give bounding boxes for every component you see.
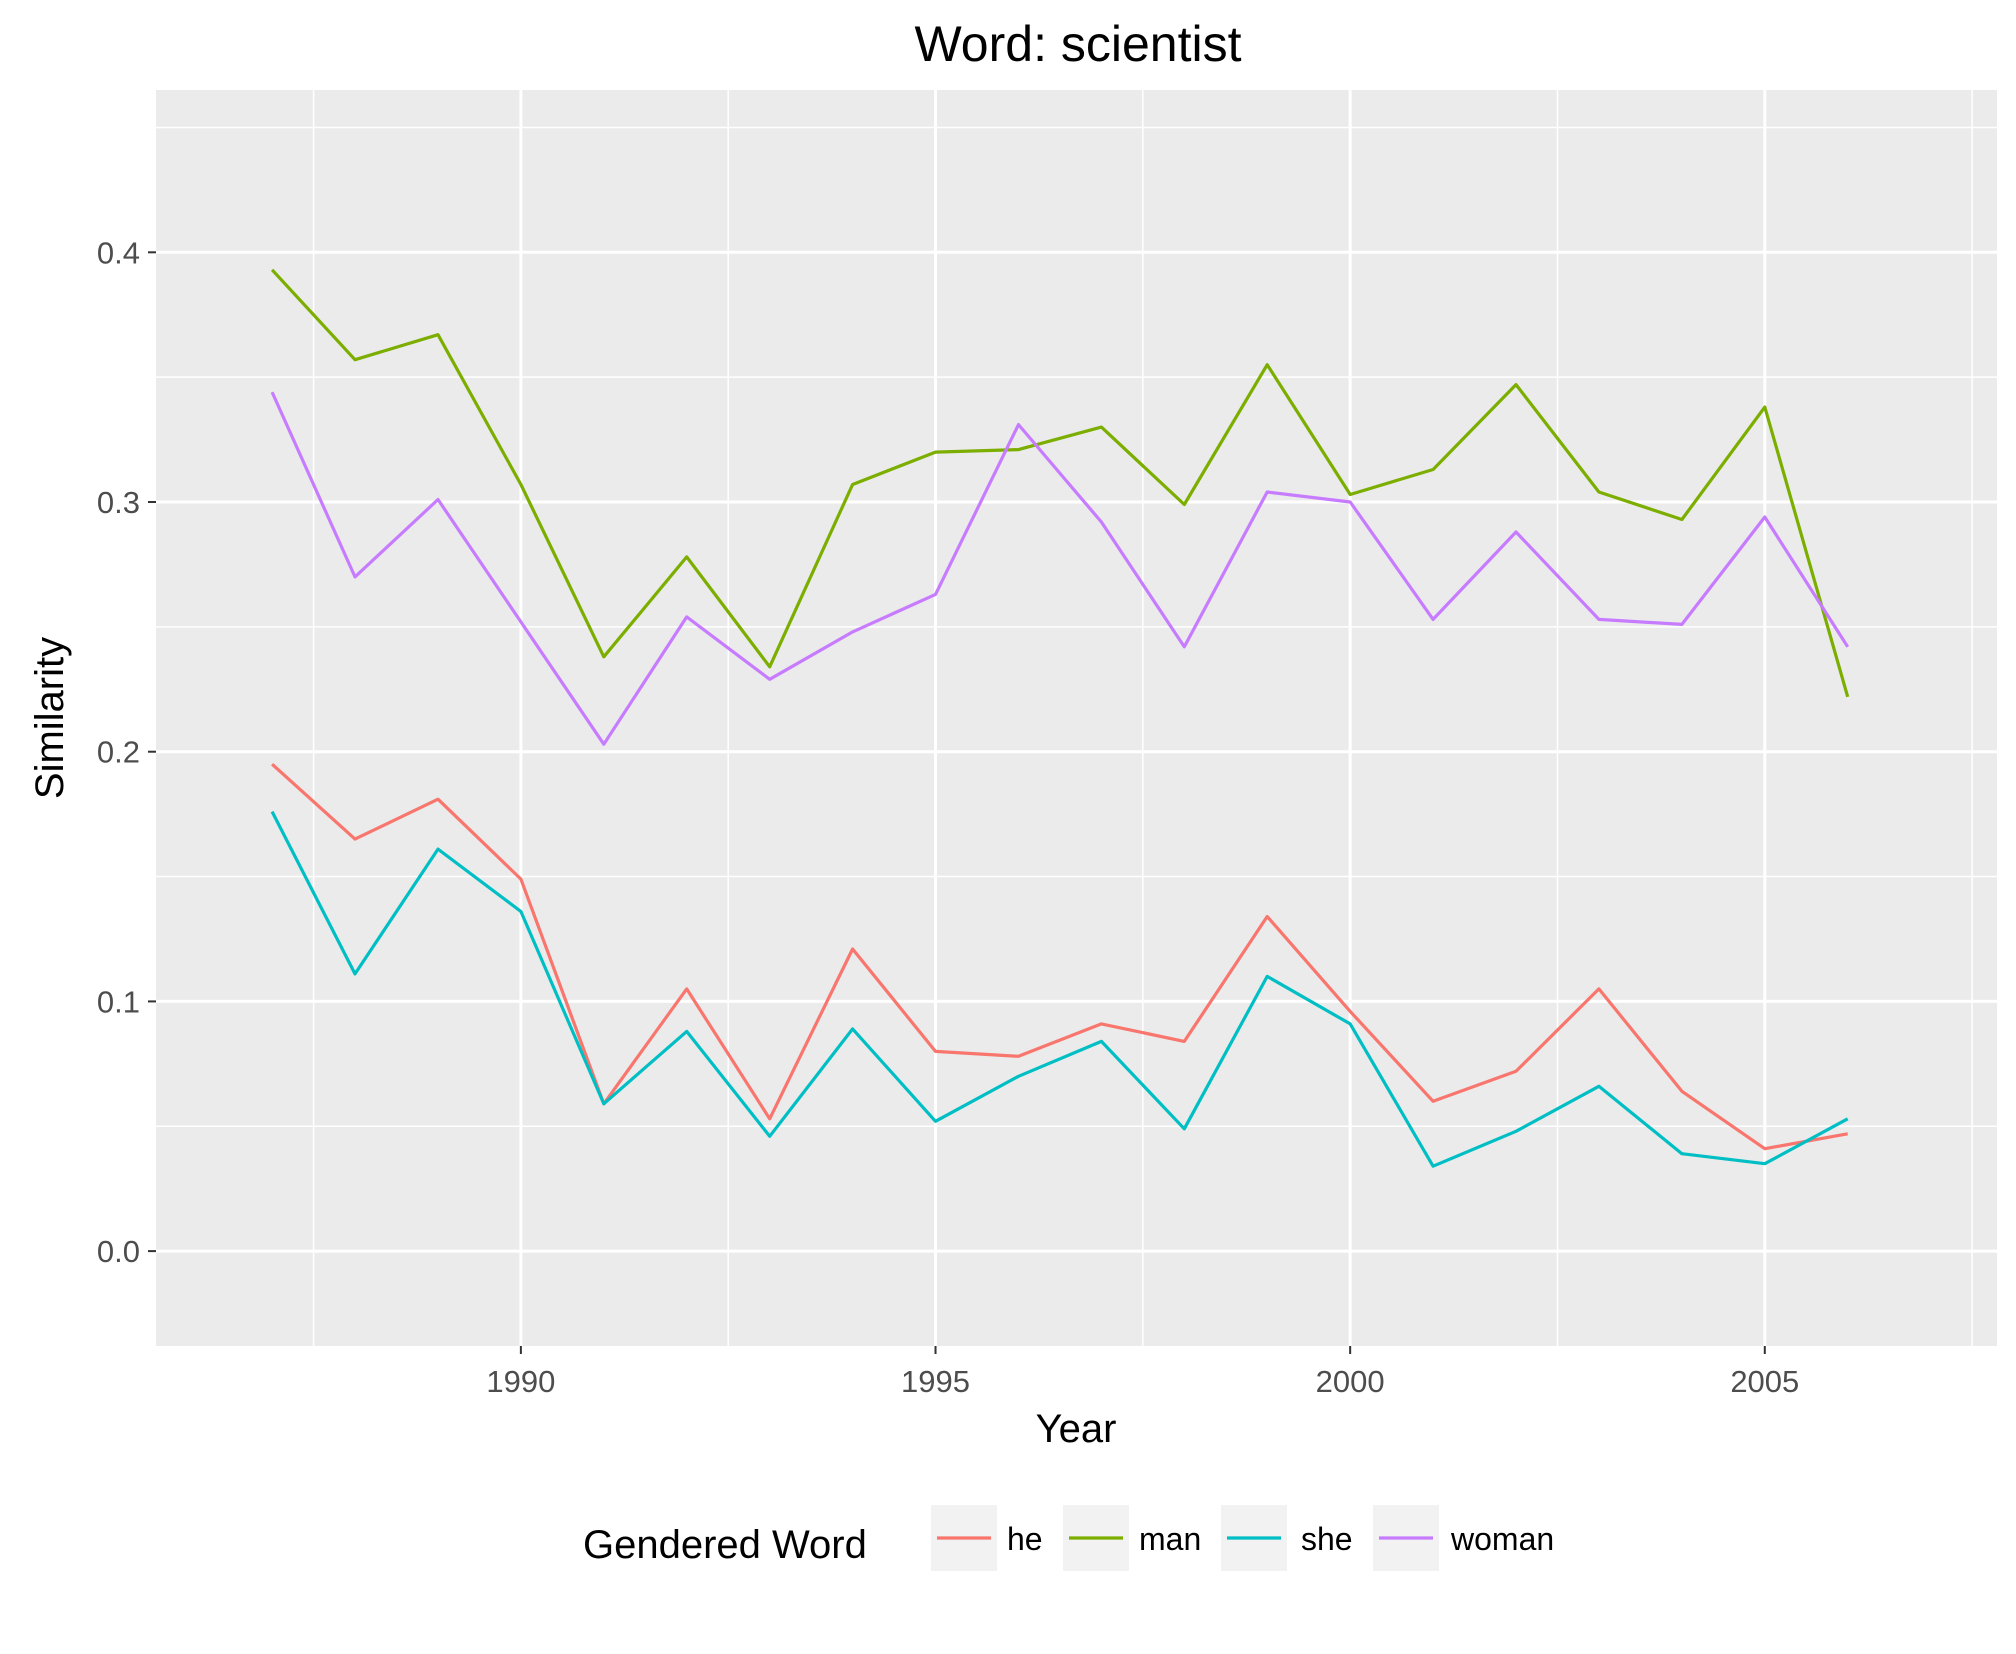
series-lines [270, 268, 1850, 1168]
y-axis-title: Similarity [28, 637, 72, 799]
y-axis: 0.0 0.1 0.2 0.3 0.4 [97, 235, 156, 1269]
y-tick-label: 0.4 [97, 235, 140, 270]
series-line-man [270, 268, 1850, 698]
x-axis: 1990 1995 2000 2005 [486, 1346, 1799, 1399]
series-line-she [270, 810, 1849, 1168]
x-tick-label: 2005 [1730, 1364, 1799, 1399]
series-line-woman [270, 391, 1850, 746]
legend-label-she: she [1301, 1521, 1353, 1557]
x-axis-title: Year [1036, 1407, 1117, 1451]
plot-panel [156, 90, 1997, 1346]
legend: Gendered Word he man she woman [583, 1505, 1554, 1571]
x-tick-label: 2000 [1316, 1364, 1385, 1399]
y-tick-label: 0.3 [97, 485, 140, 520]
legend-label-he: he [1007, 1521, 1043, 1557]
legend-label-man: man [1139, 1521, 1201, 1557]
legend-title: Gendered Word [583, 1523, 867, 1567]
legend-label-woman: woman [1450, 1521, 1554, 1557]
major-gridlines [156, 90, 1997, 1346]
series-line-he [271, 763, 1848, 1151]
y-tick-label: 0.1 [97, 984, 140, 1019]
y-tick-label: 0.0 [97, 1234, 140, 1269]
x-tick-label: 1995 [901, 1364, 970, 1399]
x-tick-label: 1990 [486, 1364, 555, 1399]
y-tick-label: 0.2 [97, 735, 140, 770]
chart-title: Word: scientist [915, 16, 1242, 72]
